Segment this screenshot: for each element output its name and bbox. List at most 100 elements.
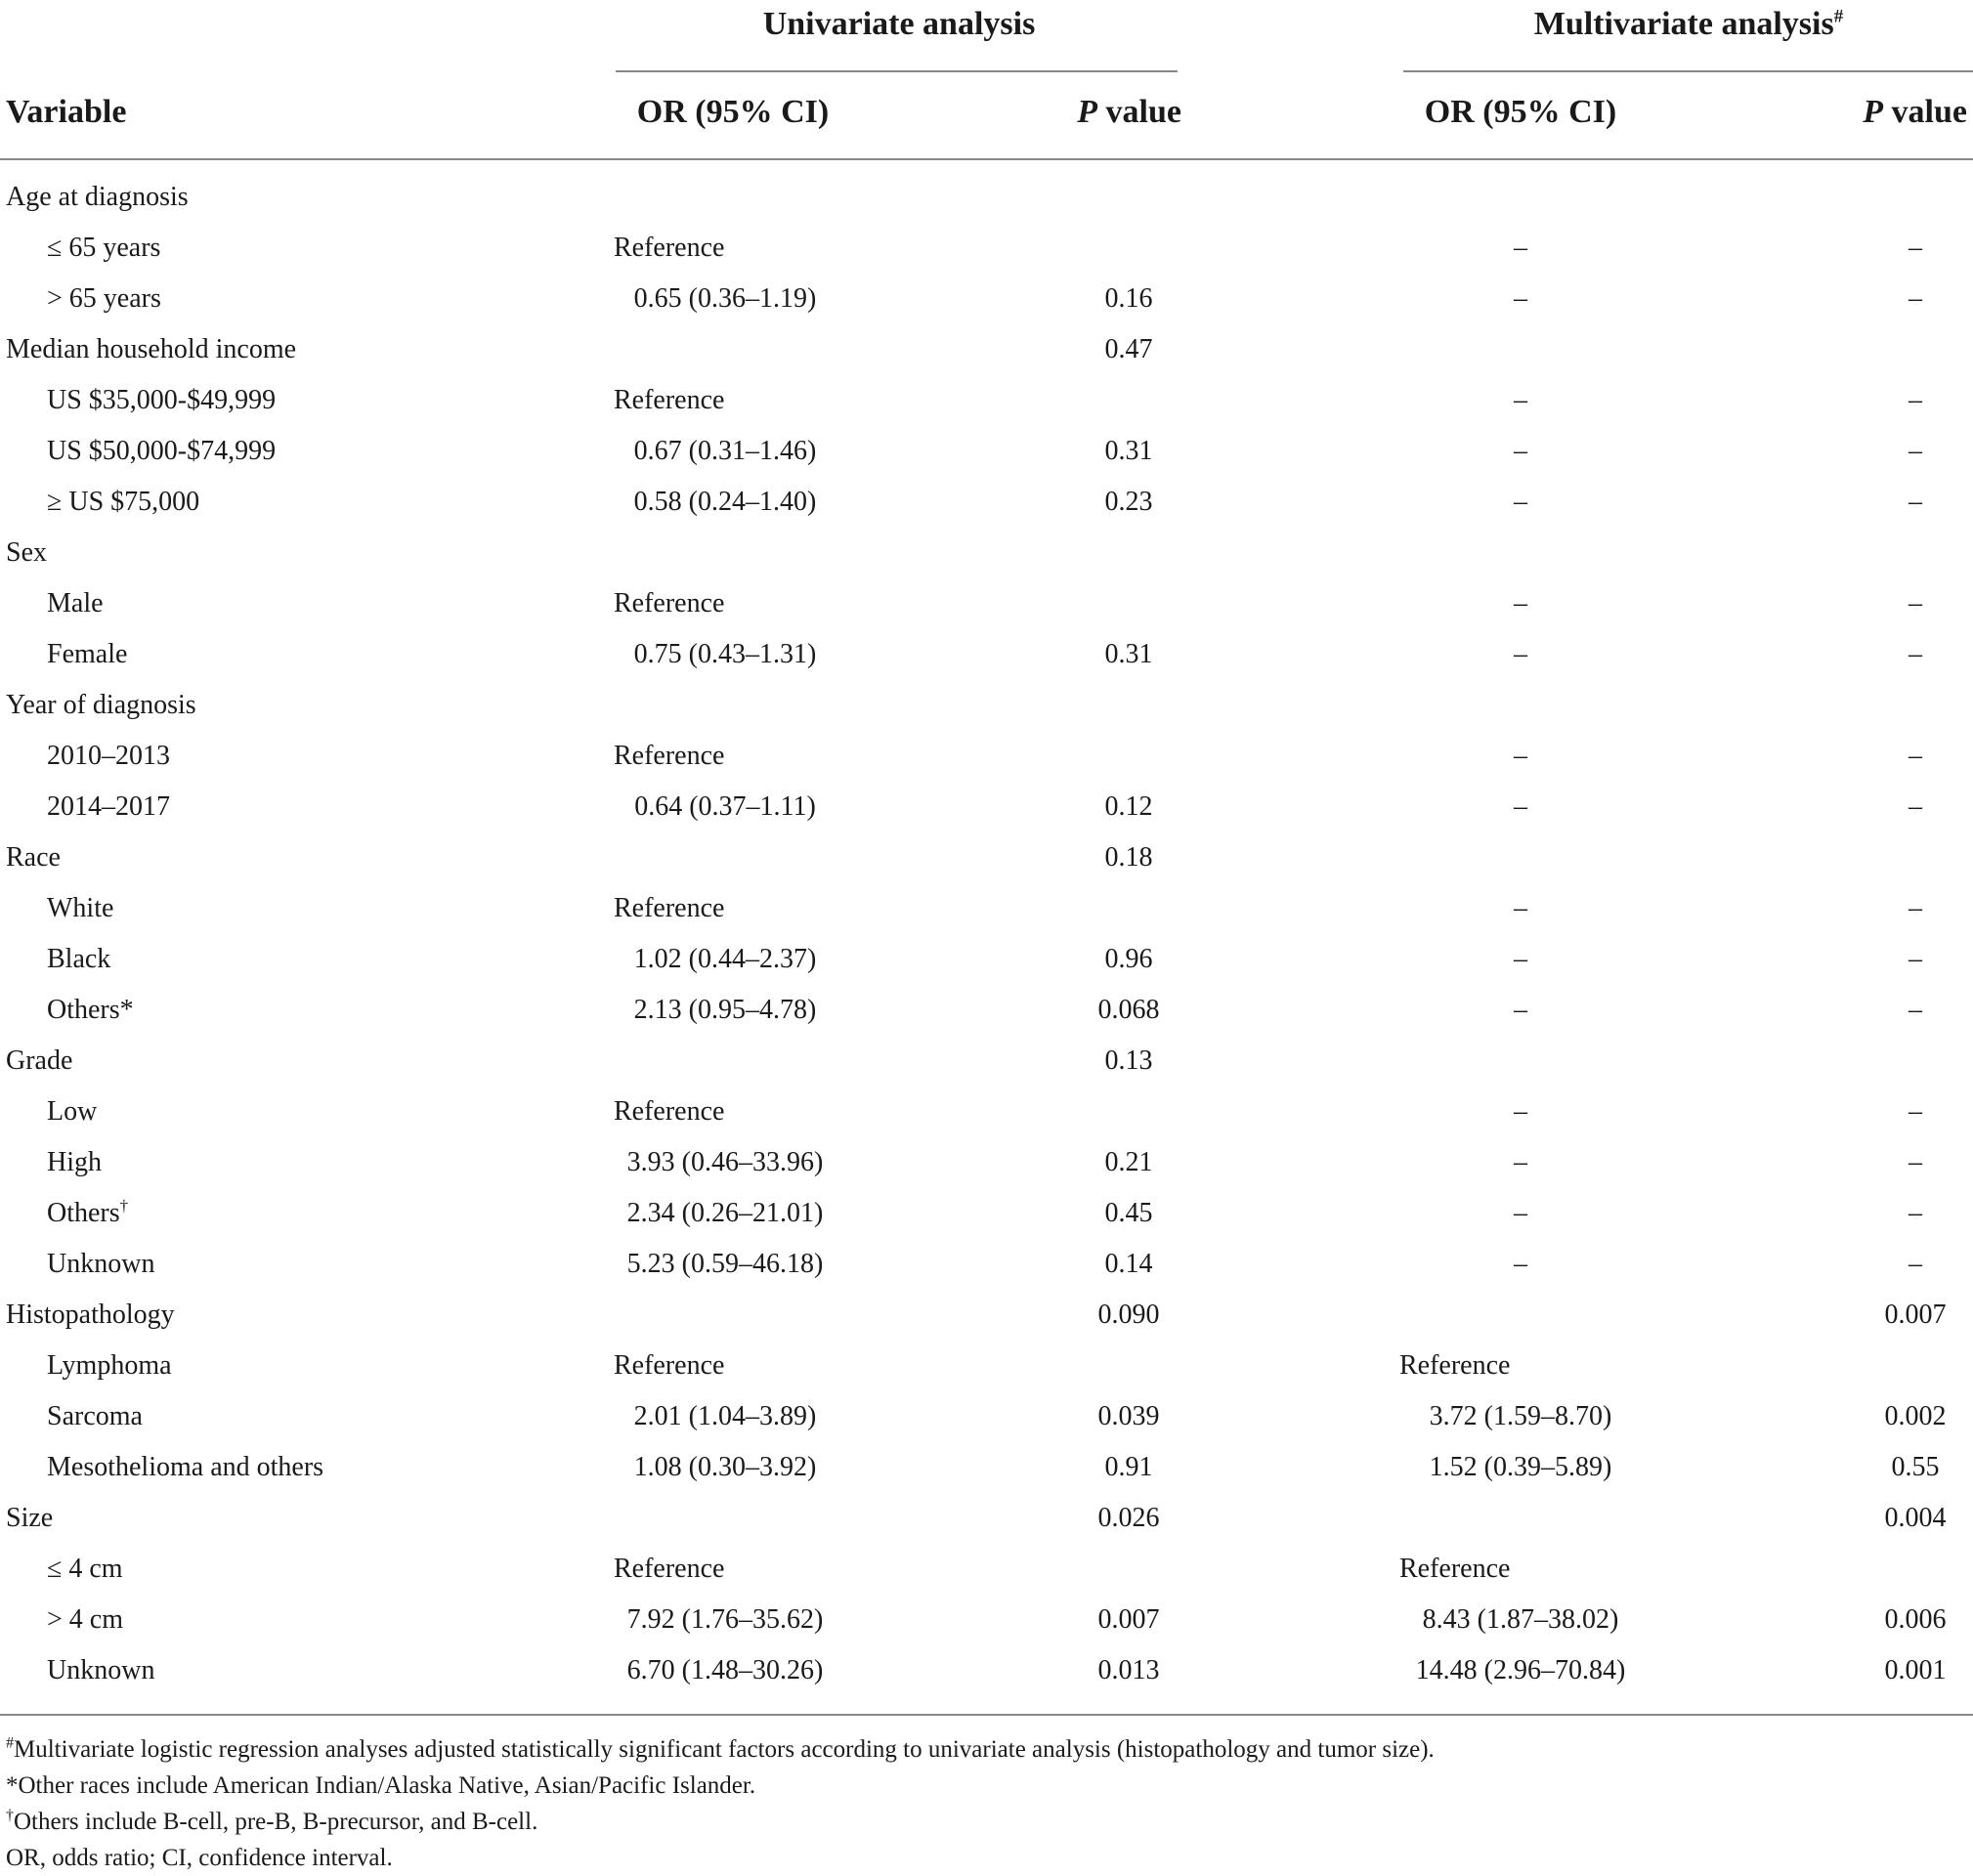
table-body: Age at diagnosis ≤ 65 years Reference – – > 6… [0,178,1973,1702]
univariate-or-cell: 0.75 (0.43–1.31) [633,639,817,669]
univariate-or-cell: Reference [614,1350,725,1381]
univariate-p-cell: 0.068 [1097,995,1160,1025]
multivariate-p-cell: – [1909,487,1922,517]
table-row: Histopathology 0.090 0.007 [0,1296,1973,1346]
variable-cell: Age at diagnosis [6,182,189,212]
footnote: *Other races include American Indian/Ala… [6,1772,756,1799]
header-rule [0,158,1973,160]
table-row: Unknown 6.70 (1.48–30.26) 0.013 14.48 (2.96… [0,1651,1973,1702]
variable-cell: Others† [47,1196,129,1228]
multivariate-p-cell: – [1909,791,1922,822]
univariate-p-cell: 0.45 [1104,1198,1153,1228]
multivariate-or-cell: – [1514,741,1527,771]
table-row: Others† 2.34 (0.26–21.01) 0.45 – – [0,1194,1973,1245]
table-row: Black 1.02 (0.44–2.37) 0.96 – – [0,940,1973,991]
variable-cell: Unknown [47,1249,155,1279]
univariate-or-cell: Reference [614,741,725,771]
univariate-underline [616,70,1178,72]
table-row: Unknown 5.23 (0.59–46.18) 0.14 – – [0,1245,1973,1296]
univariate-or-cell: Reference [614,385,725,415]
column-header-univariate-p: P value [1077,94,1181,130]
multivariate-or-cell: – [1514,487,1527,517]
variable-cell: US $35,000-$49,999 [47,385,277,415]
footnote: OR, odds ratio; CI, confidence interval. [6,1845,393,1871]
table-row: > 65 years 0.65 (0.36–1.19) 0.16 – – [0,279,1973,330]
variable-cell: Mesothelioma and others [47,1452,324,1482]
variable-cell: Unknown [47,1655,155,1685]
table-row: Size 0.026 0.004 [0,1499,1973,1550]
table-row: 2010–2013 Reference – – [0,737,1973,788]
multivariate-p-cell: – [1909,385,1922,415]
multivariate-or-cell: 3.72 (1.59–8.70) [1429,1401,1612,1431]
multivariate-p-cell: – [1909,944,1922,974]
multivariate-p-cell: – [1909,1249,1922,1279]
table-row: Female 0.75 (0.43–1.31) 0.31 – – [0,635,1973,686]
multivariate-footnote-mark: # [1833,6,1844,27]
univariate-or-cell: Reference [614,1554,725,1584]
table-row: US $35,000-$49,999 Reference – – [0,381,1973,432]
multivariate-p-cell: 0.006 [1884,1604,1947,1635]
multivariate-or-cell: 1.52 (0.39–5.89) [1429,1452,1612,1482]
table-row: Others* 2.13 (0.95–4.78) 0.068 – – [0,991,1973,1042]
variable-cell: 2010–2013 [47,741,170,771]
univariate-p-cell: 0.91 [1104,1452,1153,1482]
univariate-p-cell: 0.31 [1104,639,1153,669]
multivariate-p-cell: – [1909,893,1922,923]
variable-cell: Year of diagnosis [6,690,196,720]
multivariate-or-cell: – [1514,791,1527,822]
table-row: Sarcoma 2.01 (1.04–3.89) 0.039 3.72 (1.59–8… [0,1397,1973,1448]
univariate-or-cell: 0.67 (0.31–1.46) [633,436,817,466]
variable-cell: ≤ 4 cm [47,1554,123,1584]
table-row: Median household income 0.47 [0,330,1973,381]
multivariate-or-cell: Reference [1399,1554,1511,1584]
univariate-or-cell: 6.70 (1.48–30.26) [626,1655,824,1685]
univariate-or-cell: 1.02 (0.44–2.37) [633,944,817,974]
multivariate-p-cell: – [1909,588,1922,618]
univariate-or-cell: 5.23 (0.59–46.18) [626,1249,824,1279]
multivariate-p-cell: – [1909,1147,1922,1177]
multivariate-p-cell: 0.55 [1891,1452,1940,1482]
univariate-p-cell: 0.14 [1104,1249,1153,1279]
table-row: ≤ 65 years Reference – – [0,229,1973,279]
variable-cell: > 4 cm [47,1604,123,1635]
table-footnotes: #Multivariate logistic regression analys… [6,1731,1435,1876]
multivariate-or-cell: – [1514,893,1527,923]
variable-cell: Size [6,1503,54,1533]
table-row: Grade 0.13 [0,1042,1973,1092]
column-header-multivariate-or: OR (95% CI) [1424,94,1617,130]
table-row: Mesothelioma and others 1.08 (0.30–3.92) 0… [0,1448,1973,1499]
multivariate-or-cell: – [1514,283,1527,314]
table-row: High 3.93 (0.46–33.96) 0.21 – – [0,1143,1973,1194]
footnote: #Multivariate logistic regression analys… [6,1734,1435,1763]
variable-cell: Median household income [6,334,297,364]
multivariate-or-cell: – [1514,233,1527,263]
table-row: White Reference – – [0,889,1973,940]
variable-cell: Sex [6,537,47,568]
table-row: Lymphoma Reference Reference [0,1346,1973,1397]
univariate-p-cell: 0.21 [1104,1147,1153,1177]
table-row: ≥ US $75,000 0.58 (0.24–1.40) 0.23 – – [0,483,1973,533]
table-row: 2014–2017 0.64 (0.37–1.11) 0.12 – – [0,788,1973,838]
univariate-p-cell: 0.18 [1104,842,1153,873]
univariate-or-cell: 0.58 (0.24–1.40) [633,487,817,517]
univariate-p-cell: 0.13 [1104,1045,1153,1076]
multivariate-underline [1403,70,1973,72]
univariate-or-cell: 0.64 (0.37–1.11) [634,791,816,822]
variable-cell: ≤ 65 years [47,233,161,263]
univariate-p-cell: 0.039 [1097,1401,1160,1431]
variable-cell: White [47,893,114,923]
multivariate-or-cell: – [1514,944,1527,974]
multivariate-header-text: Multivariate analysis [1533,6,1834,42]
variable-cell: High [47,1147,102,1177]
multivariate-p-cell: – [1909,1096,1922,1127]
multivariate-p-cell: – [1909,233,1922,263]
univariate-p-cell: 0.96 [1104,944,1153,974]
variable-cell: Sarcoma [47,1401,143,1431]
column-header-variable: Variable [6,94,127,130]
variable-cell: Female [47,639,128,669]
table-row: Sex [0,533,1973,584]
univariate-or-cell: Reference [614,893,725,923]
univariate-p-cell: 0.16 [1104,283,1153,314]
univariate-or-cell: Reference [614,588,725,618]
variable-cell: 2014–2017 [47,791,170,822]
